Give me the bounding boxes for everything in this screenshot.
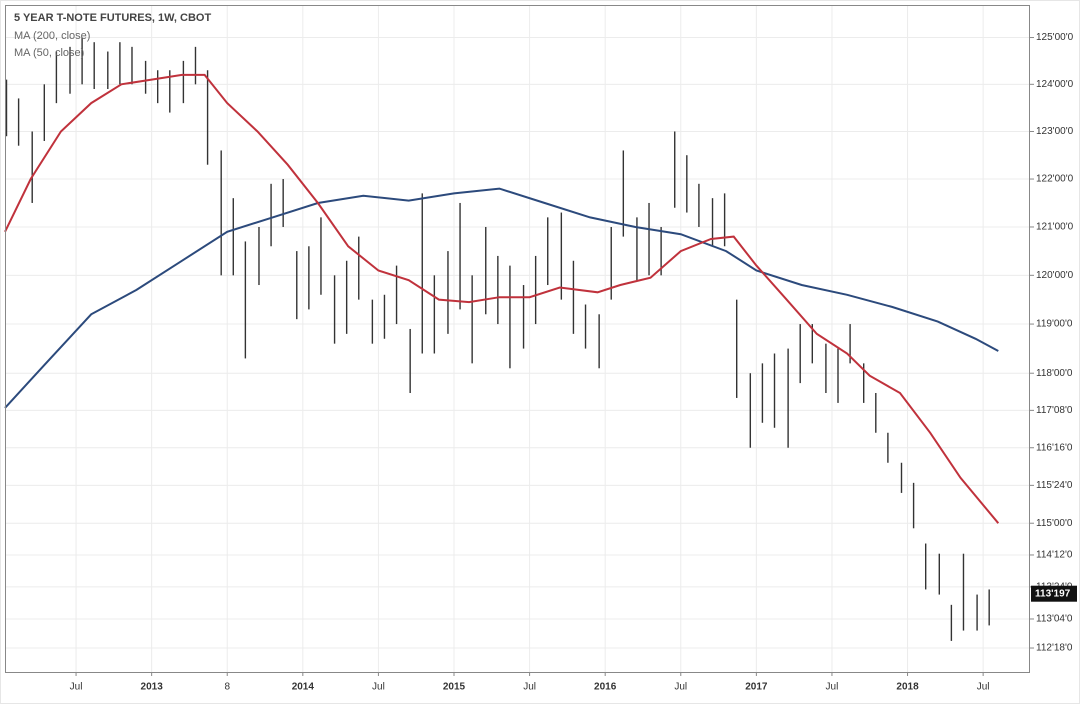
x-tick-label: 2014: [292, 682, 315, 693]
x-tick-label: 2018: [896, 682, 919, 693]
y-tick-label: 114'12'0: [1036, 550, 1073, 561]
y-tick-label: 120'00'0: [1036, 270, 1074, 281]
legend-entry: MA (50, close): [14, 47, 84, 59]
x-tick-label: 2015: [443, 682, 466, 693]
x-tick-label: Jul: [523, 682, 536, 693]
x-tick-label: Jul: [977, 682, 990, 693]
x-tick-label: 2013: [141, 682, 164, 693]
y-tick-label: 115'24'0: [1036, 480, 1073, 491]
y-tick-label: 113'04'0: [1036, 614, 1073, 625]
y-tick-label: 117'08'0: [1036, 405, 1073, 416]
marks: [4, 37, 1000, 641]
y-tick-label: 112'18'0: [1036, 643, 1073, 654]
y-tick-label: 115'00'0: [1036, 518, 1073, 529]
y-tick-label: 118'00'0: [1036, 368, 1073, 379]
x-tick-label: Jul: [674, 682, 687, 693]
x-tick-label: Jul: [826, 682, 839, 693]
y-tick-label: 124'00'0: [1036, 79, 1074, 90]
x-tick-label: 2017: [745, 682, 768, 693]
x-tick-label: Jul: [372, 682, 385, 693]
grid: [5, 5, 1030, 672]
y-tick-label: 116'16'0: [1036, 442, 1073, 453]
y-tick-label: 122'00'0: [1036, 174, 1074, 185]
x-tick-label: 8: [224, 682, 230, 693]
y-tick-label: 119'00'0: [1036, 319, 1073, 330]
ma-line: [4, 73, 1000, 524]
legend-entry: MA (200, close): [14, 30, 90, 42]
y-tick-label: 125'00'0: [1036, 32, 1074, 43]
plot-frame: [5, 5, 1030, 673]
y-tick-label: 123'00'0: [1036, 126, 1074, 137]
ma-line: [4, 187, 999, 409]
y-tick-label: 121'00'0: [1036, 222, 1074, 233]
chart-title: 5 YEAR T-NOTE FUTURES, 1W, CBOT: [14, 12, 211, 24]
last-price-box: [1031, 585, 1077, 602]
x-tick-label: Jul: [70, 682, 83, 693]
last-price-label: 113'197: [1035, 588, 1071, 599]
x-tick-label: 2016: [594, 682, 617, 693]
axes: 125'00'0 124'00'0 123'00'0 122'00'0 121'00'0…: [70, 32, 1077, 693]
